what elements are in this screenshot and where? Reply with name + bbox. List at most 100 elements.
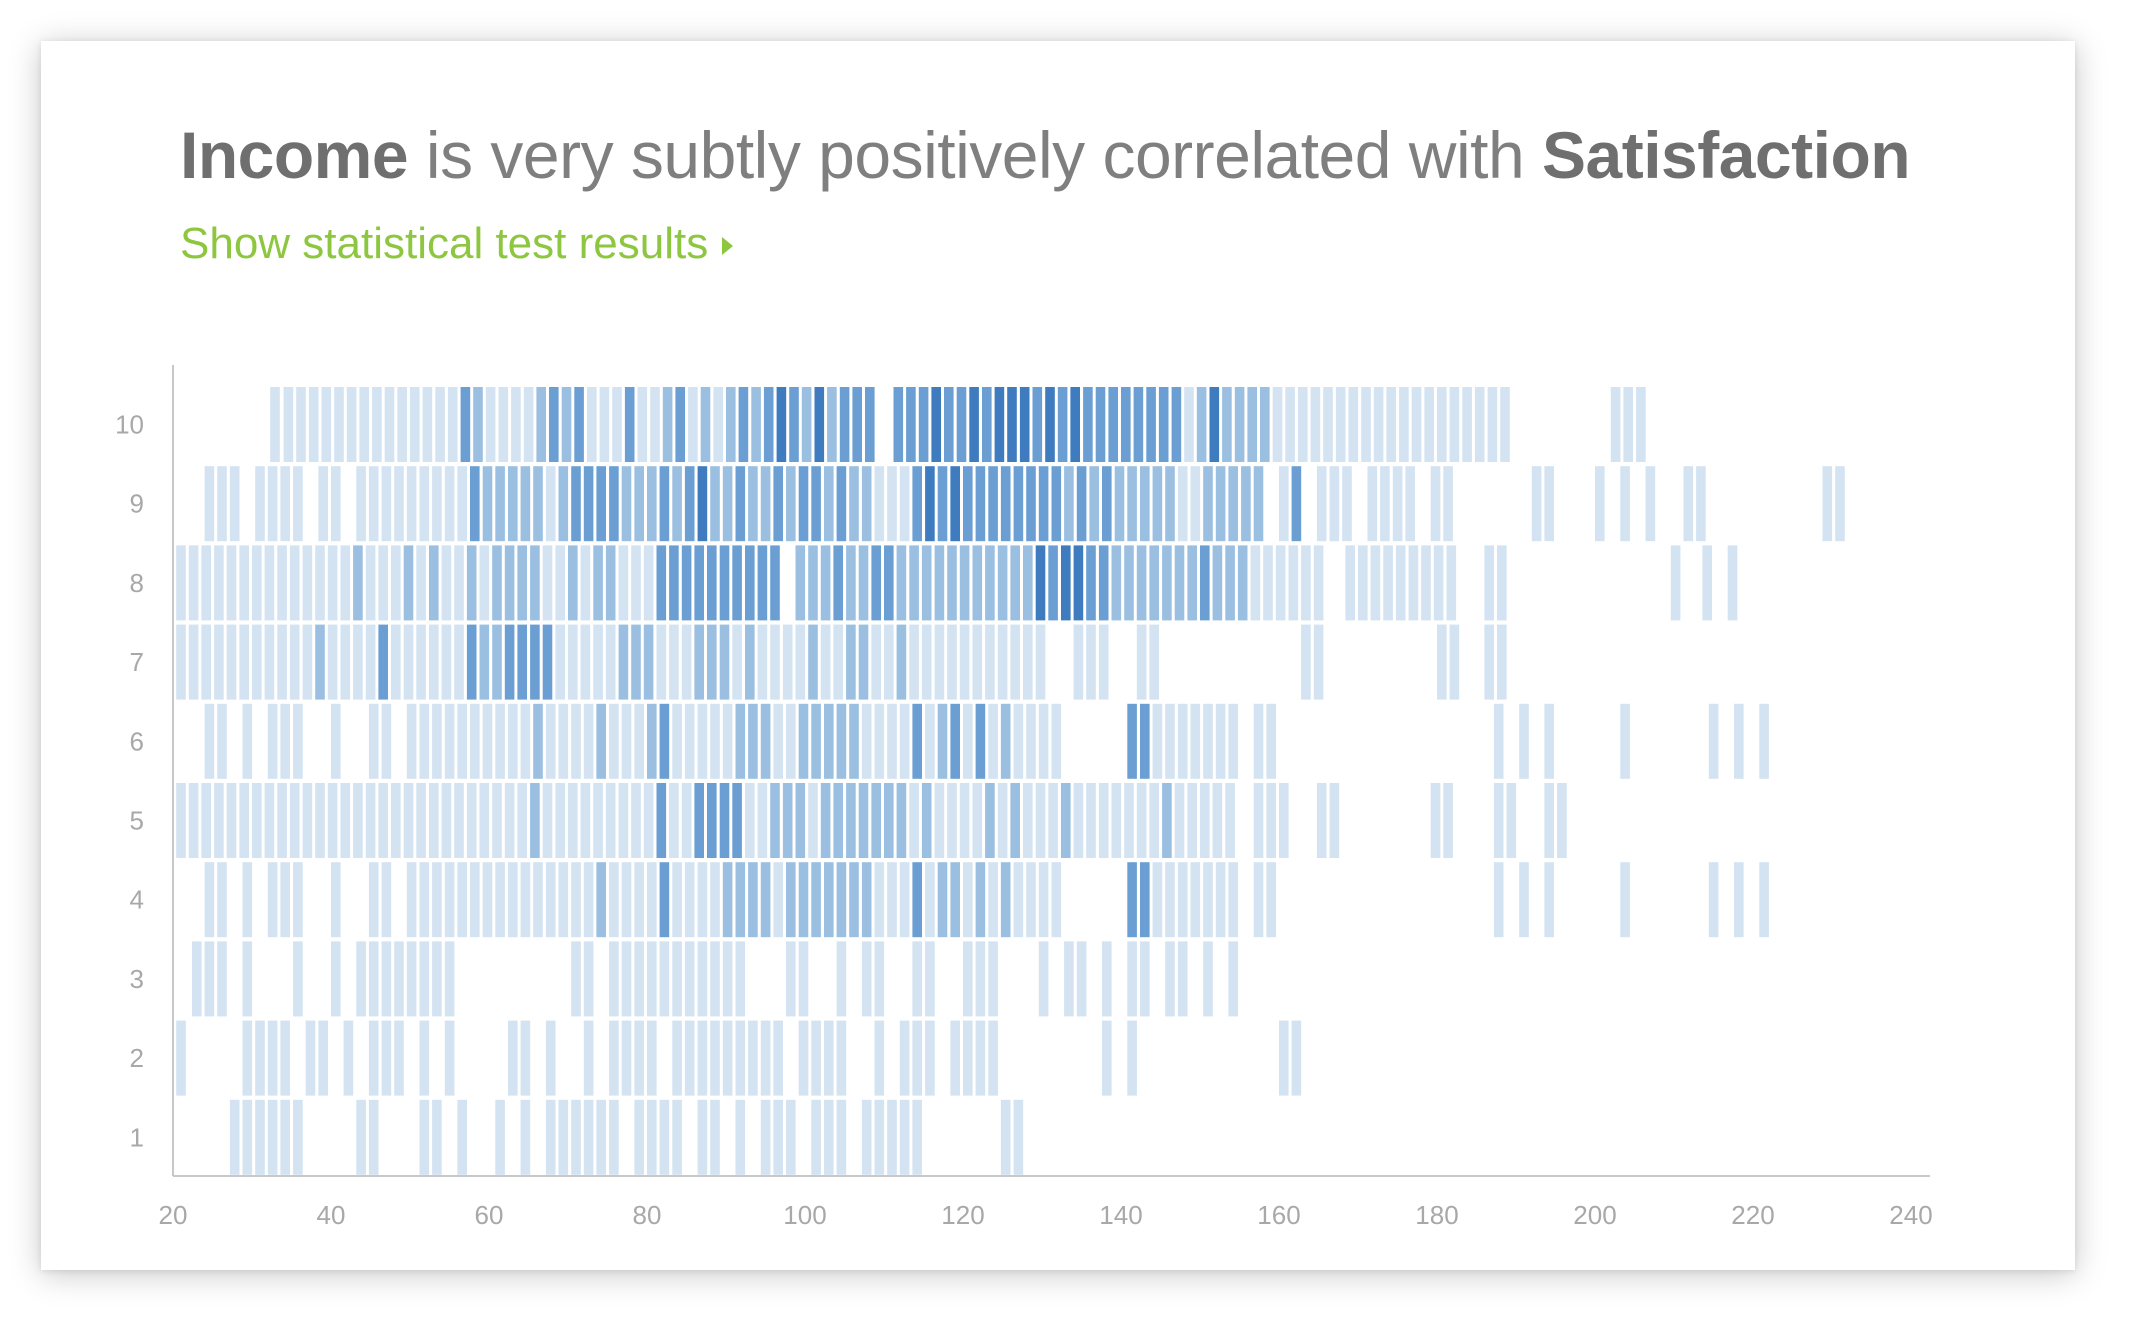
heatmap-cell: [735, 941, 746, 1017]
heatmap-cell: [482, 703, 493, 779]
heatmap-cell: [1228, 862, 1238, 938]
heatmap-cell: [391, 624, 401, 700]
heatmap-cell: [1149, 545, 1159, 621]
heatmap-cell: [773, 1020, 783, 1096]
y-tick-label: 3: [130, 964, 144, 994]
heatmap-cell: [735, 1020, 746, 1096]
heatmap-cell: [609, 1099, 619, 1175]
heatmap-cell: [858, 783, 869, 858]
headline-phrase: is very subtly positively correlated wit…: [408, 118, 1542, 192]
heatmap-cell: [820, 783, 831, 858]
heatmap-cell: [786, 862, 796, 938]
heatmap-cell: [555, 783, 565, 858]
heatmap-cell: [1140, 466, 1150, 542]
heatmap-cell: [624, 387, 635, 462]
heatmap-cell: [1285, 387, 1295, 462]
heatmap-cell: [435, 387, 445, 462]
heatmap-cell: [504, 545, 515, 621]
heatmap-cell: [1275, 545, 1286, 621]
heatmap-cell: [432, 862, 442, 938]
heatmap-cell: [814, 387, 825, 462]
heatmap-cell: [1038, 703, 1049, 779]
heatmap-cell: [760, 466, 771, 542]
heatmap-cell: [429, 545, 439, 621]
heatmap-cell: [770, 545, 780, 621]
heatmap-cell: [460, 387, 471, 462]
y-tick-label: 10: [115, 410, 144, 440]
heatmap-cell: [1102, 1020, 1112, 1096]
heatmap-cell: [1149, 624, 1159, 700]
heatmap-cell: [583, 862, 594, 938]
heatmap-cell: [921, 783, 932, 858]
heatmap-cell: [782, 624, 793, 700]
heatmap-cell: [558, 466, 569, 542]
heatmap-cell: [621, 703, 632, 779]
heatmap-cell: [1133, 387, 1144, 462]
heatmap-cell: [533, 862, 543, 938]
heatmap-cell: [820, 545, 831, 621]
heatmap-cell: [429, 783, 439, 858]
y-tick-label: 9: [130, 489, 144, 519]
heatmap-cell: [1086, 545, 1096, 621]
heatmap-cell: [1215, 466, 1226, 542]
heatmap-cell: [745, 624, 755, 700]
heatmap-cell: [982, 387, 992, 462]
heatmap-cell: [997, 624, 1008, 700]
heatmap-cell: [760, 1099, 771, 1175]
heatmap-cell: [963, 703, 973, 779]
heatmap-cell: [457, 703, 467, 779]
heatmap-cell: [681, 624, 692, 700]
heatmap-cell: [609, 941, 619, 1017]
heatmap-cell: [441, 545, 452, 621]
heatmap-cell: [631, 783, 641, 858]
heatmap-cell: [457, 1099, 467, 1175]
heatmap-cell: [457, 862, 467, 938]
y-tick-label: 8: [130, 568, 144, 598]
heatmap-cell: [410, 387, 420, 462]
heatmap-cell: [776, 387, 787, 462]
heatmap-cell: [549, 387, 559, 462]
heatmap-cell: [596, 466, 606, 542]
heatmap-cell: [811, 466, 821, 542]
heatmap-cell: [1013, 1099, 1024, 1175]
heatmap-cell: [748, 466, 758, 542]
heatmap-cell: [419, 466, 430, 542]
heatmap-cell: [899, 703, 910, 779]
heatmap-cell: [643, 545, 654, 621]
heatmap-cell: [365, 545, 376, 621]
heatmap-cell: [950, 703, 960, 779]
heatmap-cell: [634, 862, 644, 938]
heatmap-cell: [707, 783, 717, 858]
heatmap-cell: [1026, 703, 1036, 779]
heatmap-cell: [858, 624, 869, 700]
heatmap-cell: [836, 703, 847, 779]
heatmap-cell: [1000, 862, 1011, 938]
heatmap-cell: [1493, 783, 1504, 858]
heatmap-cell: [912, 1020, 922, 1096]
heatmap-cell: [432, 703, 442, 779]
heatmap-cell: [473, 387, 483, 462]
heatmap-cell: [634, 1099, 644, 1175]
heatmap-cell: [1670, 545, 1681, 621]
show-stats-link[interactable]: Show statistical test results: [180, 218, 734, 270]
heatmap-cell: [1253, 862, 1264, 938]
heatmap-cell: [1019, 387, 1030, 462]
heatmap-cell: [264, 624, 275, 700]
heatmap-cell: [289, 624, 300, 700]
heatmap-cell: [852, 387, 862, 462]
x-tick-label: 60: [475, 1200, 504, 1230]
heatmap-cell: [934, 545, 945, 621]
heatmap-cell: [634, 1020, 644, 1096]
heatmap-cell: [1392, 466, 1403, 542]
heatmap-cell: [1708, 862, 1719, 938]
heatmap-cell: [887, 703, 897, 779]
heatmap-cell: [1108, 387, 1118, 462]
heatmap-cell: [340, 545, 351, 621]
heatmap-cell: [985, 783, 995, 858]
heatmap-cell: [536, 387, 546, 462]
heatmap-cell: [495, 1099, 505, 1175]
heatmap-cell: [1734, 862, 1744, 938]
heatmap-cell: [612, 387, 622, 462]
heatmap-cell: [1291, 1020, 1302, 1096]
